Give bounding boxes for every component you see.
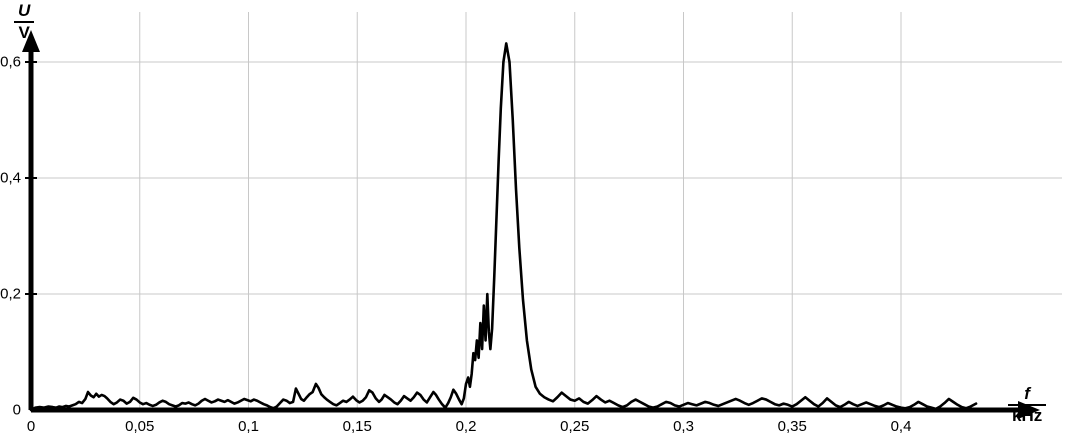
y-tick-label-3: 0,6 bbox=[0, 53, 21, 71]
y-tick-label-2: 0,4 bbox=[0, 169, 21, 187]
x-axis-fraction-bar bbox=[1008, 403, 1047, 406]
y-tick-label-0: 0 bbox=[12, 401, 21, 419]
y-axis-arrowhead bbox=[22, 30, 40, 52]
x-tick-label-8: 0,4 bbox=[890, 418, 912, 435]
x-tick-label-6: 0,3 bbox=[673, 418, 694, 435]
y-axis-fraction-bar bbox=[14, 20, 35, 23]
x-axis-label: f kHz bbox=[1008, 384, 1047, 425]
gridlines bbox=[32, 12, 1062, 409]
x-tick-label-2: 0,1 bbox=[238, 418, 259, 435]
y-tick-label-1: 0,2 bbox=[0, 285, 21, 303]
x-tick-label-7: 0,35 bbox=[777, 418, 807, 435]
x-tick-label-3: 0,15 bbox=[342, 418, 372, 435]
x-axis-unit-symbol: kHz bbox=[1012, 405, 1043, 425]
x-axis-quantity-symbol: f bbox=[1024, 384, 1030, 403]
y-axis-quantity-symbol: U bbox=[18, 1, 31, 20]
x-tick-label-5: 0,25 bbox=[560, 418, 590, 435]
x-tick-label-1: 0,05 bbox=[125, 418, 155, 435]
spectrum-line bbox=[29, 42, 978, 412]
data-series bbox=[29, 42, 978, 412]
y-axis-unit-symbol: V bbox=[18, 22, 30, 42]
x-tick-label-4: 0,2 bbox=[455, 418, 477, 435]
x-tick-label-0: 0 bbox=[26, 418, 36, 435]
y-axis-label: U V bbox=[14, 1, 35, 42]
